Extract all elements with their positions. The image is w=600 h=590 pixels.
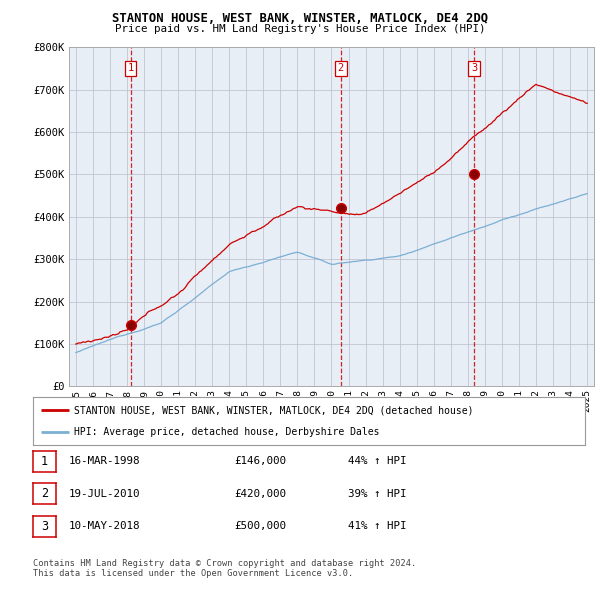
Text: HPI: Average price, detached house, Derbyshire Dales: HPI: Average price, detached house, Derb…: [74, 427, 380, 437]
Text: £146,000: £146,000: [234, 457, 286, 466]
Text: 41% ↑ HPI: 41% ↑ HPI: [348, 522, 407, 531]
Text: £500,000: £500,000: [234, 522, 286, 531]
Text: 16-MAR-1998: 16-MAR-1998: [69, 457, 140, 466]
Text: 2: 2: [338, 63, 344, 73]
Text: STANTON HOUSE, WEST BANK, WINSTER, MATLOCK, DE4 2DQ: STANTON HOUSE, WEST BANK, WINSTER, MATLO…: [112, 12, 488, 25]
Text: This data is licensed under the Open Government Licence v3.0.: This data is licensed under the Open Gov…: [33, 569, 353, 578]
Text: 19-JUL-2010: 19-JUL-2010: [69, 489, 140, 499]
Text: 1: 1: [41, 455, 48, 468]
Text: Contains HM Land Registry data © Crown copyright and database right 2024.: Contains HM Land Registry data © Crown c…: [33, 559, 416, 568]
Text: Price paid vs. HM Land Registry's House Price Index (HPI): Price paid vs. HM Land Registry's House …: [115, 24, 485, 34]
Text: 10-MAY-2018: 10-MAY-2018: [69, 522, 140, 531]
Text: STANTON HOUSE, WEST BANK, WINSTER, MATLOCK, DE4 2DQ (detached house): STANTON HOUSE, WEST BANK, WINSTER, MATLO…: [74, 405, 474, 415]
Text: 1: 1: [127, 63, 134, 73]
Text: 39% ↑ HPI: 39% ↑ HPI: [348, 489, 407, 499]
Text: 44% ↑ HPI: 44% ↑ HPI: [348, 457, 407, 466]
Text: 3: 3: [41, 520, 48, 533]
Text: £420,000: £420,000: [234, 489, 286, 499]
Text: 2: 2: [41, 487, 48, 500]
Text: 3: 3: [471, 63, 477, 73]
